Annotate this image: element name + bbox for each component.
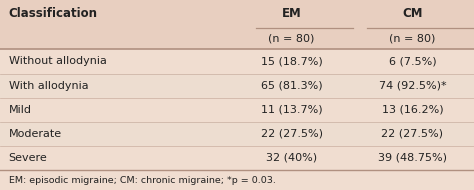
Text: 39 (48.75%): 39 (48.75%) <box>378 153 447 163</box>
Text: 13 (16.2%): 13 (16.2%) <box>382 105 443 115</box>
Text: 11 (13.7%): 11 (13.7%) <box>261 105 322 115</box>
Text: 65 (81.3%): 65 (81.3%) <box>261 81 322 91</box>
Text: Classification: Classification <box>9 7 98 20</box>
Text: EM: EM <box>282 7 301 20</box>
Bar <box>0 146 474 170</box>
Text: 22 (27.5%): 22 (27.5%) <box>382 129 443 139</box>
Text: EM: episodic migraine; CM: chronic migraine; *p = 0.03.: EM: episodic migraine; CM: chronic migra… <box>9 176 275 184</box>
Text: (n = 80): (n = 80) <box>389 33 436 44</box>
Text: With allodynia: With allodynia <box>9 81 88 91</box>
Bar <box>0 0 474 28</box>
Text: CM: CM <box>402 7 423 20</box>
Text: 74 (92.5%)*: 74 (92.5%)* <box>379 81 446 91</box>
Text: 22 (27.5%): 22 (27.5%) <box>261 129 322 139</box>
Text: 32 (40%): 32 (40%) <box>266 153 317 163</box>
Text: 6 (7.5%): 6 (7.5%) <box>389 56 436 66</box>
Text: Severe: Severe <box>9 153 47 163</box>
Text: 15 (18.7%): 15 (18.7%) <box>261 56 322 66</box>
Text: Mild: Mild <box>9 105 32 115</box>
Bar <box>0 122 474 146</box>
Text: (n = 80): (n = 80) <box>268 33 315 44</box>
Bar <box>0 98 474 122</box>
Bar <box>0 170 474 190</box>
Text: Without allodynia: Without allodynia <box>9 56 106 66</box>
Bar <box>0 49 474 74</box>
Bar <box>0 74 474 98</box>
Bar <box>0 28 474 49</box>
Text: Moderate: Moderate <box>9 129 62 139</box>
